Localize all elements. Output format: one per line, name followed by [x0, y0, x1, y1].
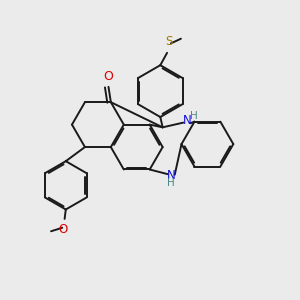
- Text: S: S: [165, 35, 172, 48]
- Text: O: O: [103, 70, 113, 83]
- Text: N: N: [182, 114, 191, 127]
- Text: O: O: [59, 223, 68, 236]
- Text: H: H: [167, 178, 175, 188]
- Text: N: N: [167, 169, 176, 182]
- Text: H: H: [190, 110, 198, 121]
